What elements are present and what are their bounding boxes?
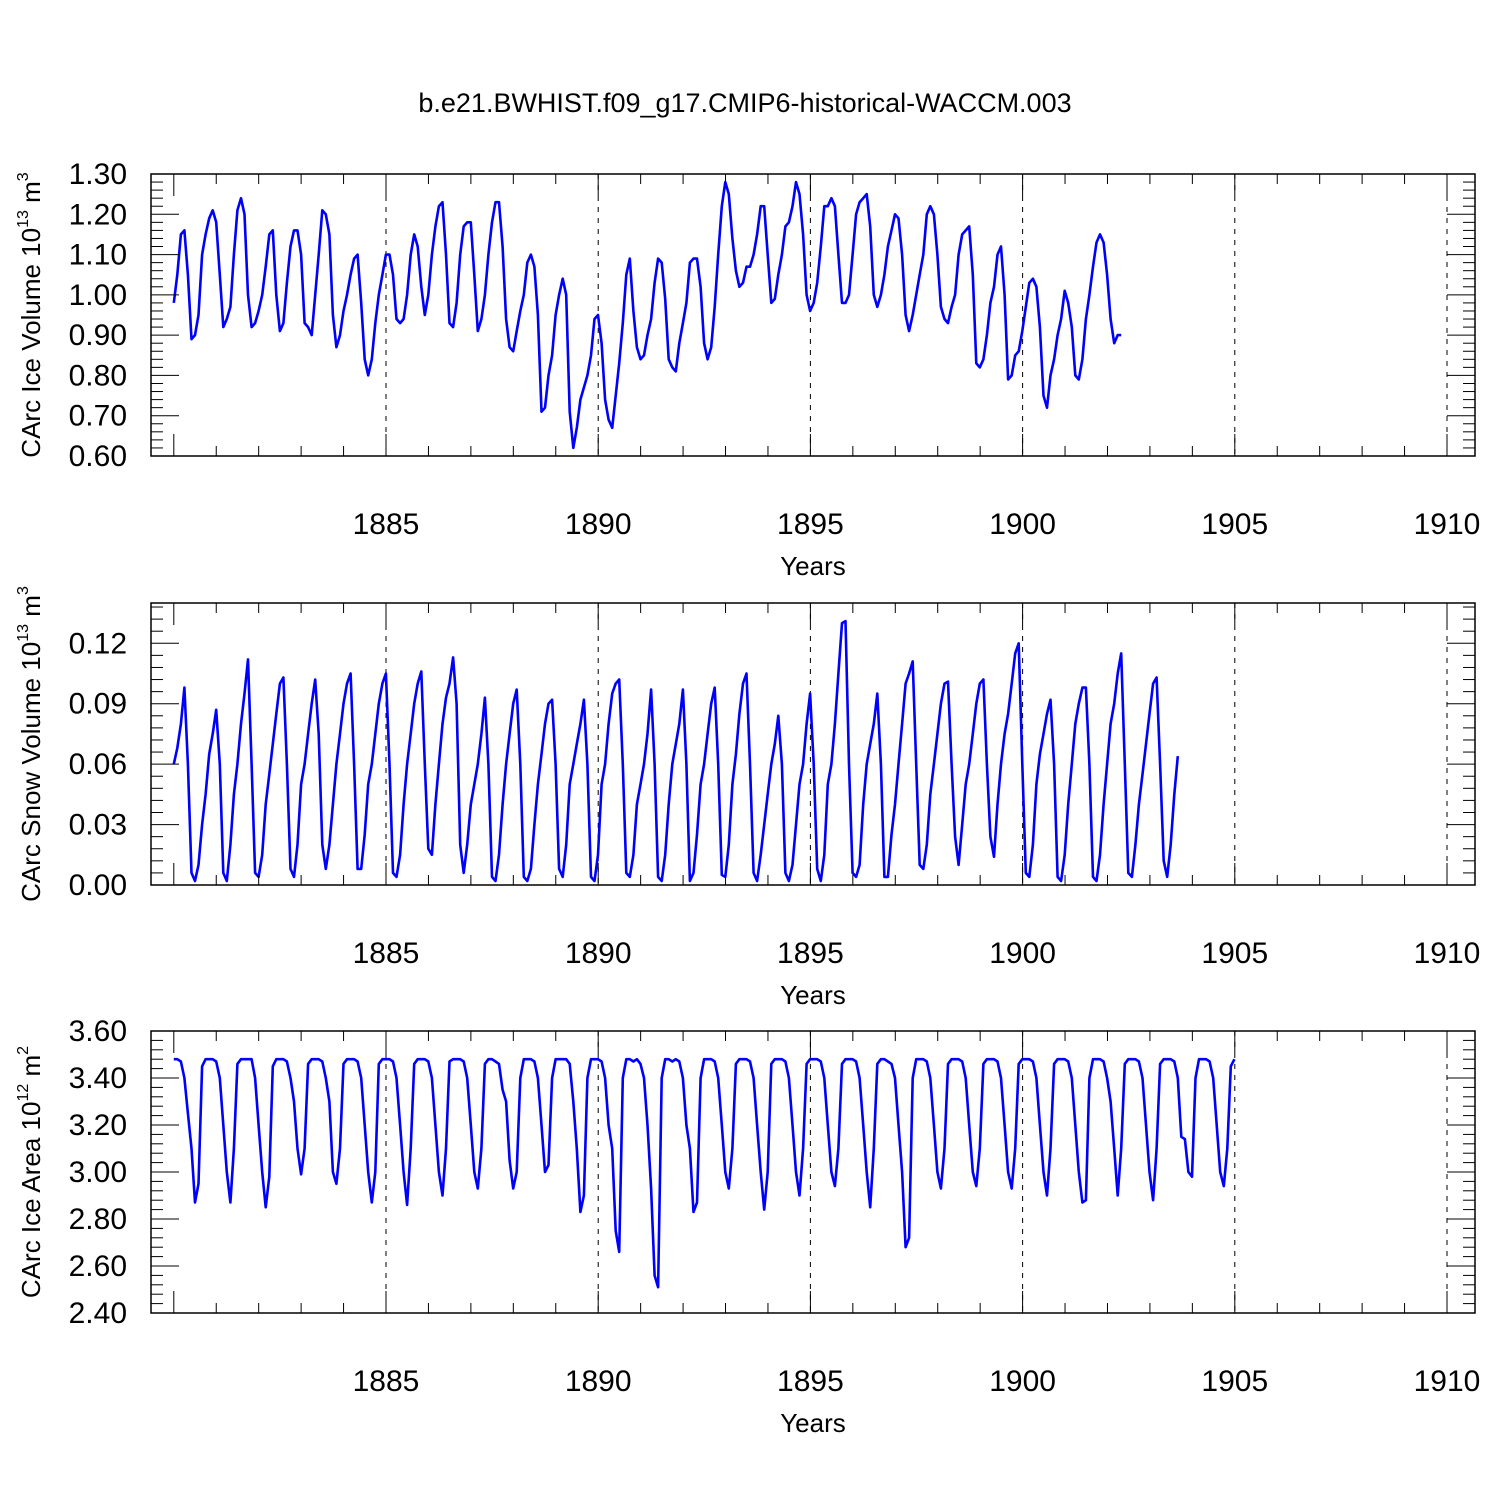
x-tick-label: 1910 (1414, 508, 1481, 541)
plot-frame (150, 1030, 1476, 1314)
x-tick-label: 1885 (353, 1365, 420, 1398)
x-tick-label: 1890 (565, 937, 632, 970)
chart-title: b.e21.BWHIST.f09_g17.CMIP6-historical-WA… (418, 88, 1071, 118)
x-tick-label: 1890 (565, 508, 632, 541)
y-tick-label: 0.60 (69, 440, 127, 473)
y-tick-label: 0.90 (69, 319, 127, 352)
panel-2: 0.00 0.03 0.06 0.09 0.12 1885 1890 1895 1900 1905… (15, 586, 1480, 1010)
y-axis-label: CArc Snow Volume 1013 m3 (15, 586, 46, 902)
x-tick-label: 1890 (565, 1365, 632, 1398)
series-line (172, 619, 1180, 883)
x-axis-label: Years (780, 1408, 846, 1438)
x-axis-label: Years (780, 980, 846, 1010)
y-tick-label: 0.06 (69, 748, 127, 781)
y-tick-label: 0.70 (69, 400, 127, 433)
x-tick-label: 1905 (1201, 937, 1268, 970)
x-axis-label: Years (780, 551, 846, 581)
y-tick-label: 0.03 (69, 809, 127, 842)
panel-3: 2.40 2.60 2.80 3.00 3.20 3.40 3.60 1885 1890 1895… (15, 1015, 1480, 1438)
y-axis-label: CArc Ice Volume 1013 m3 (15, 172, 46, 457)
series-line (172, 180, 1122, 450)
x-tick-label: 1910 (1414, 1365, 1481, 1398)
x-tick-label: 1905 (1201, 1365, 1268, 1398)
y-tick-label: 1.20 (69, 198, 127, 231)
y-tick-label: 0.80 (69, 359, 127, 392)
y-tick-label: 2.40 (69, 1297, 127, 1330)
y-tick-label: 3.20 (69, 1109, 127, 1142)
y-tick-label: 3.60 (69, 1015, 127, 1048)
y-tick-label: 1.10 (69, 239, 127, 272)
x-tick-label: 1905 (1201, 508, 1268, 541)
x-tick-label: 1900 (989, 937, 1056, 970)
panels: 0.60 0.70 0.80 0.90 1.00 1.10 1.20 1.30 1885 1890… (15, 158, 1480, 1438)
y-tick-label: 2.80 (69, 1203, 127, 1236)
series-line (173, 1057, 1236, 1289)
x-tick-label: 1900 (989, 1365, 1056, 1398)
y-tick-label: 0.00 (69, 869, 127, 902)
x-tick-label: 1895 (777, 508, 844, 541)
x-tick-label: 1885 (353, 937, 420, 970)
plot-frame (150, 602, 1476, 886)
plot-frame (150, 173, 1476, 457)
y-tick-label: 3.40 (69, 1062, 127, 1095)
y-tick-label: 0.09 (69, 688, 127, 721)
x-tick-label: 1900 (989, 508, 1056, 541)
y-tick-label: 3.00 (69, 1156, 127, 1189)
y-tick-label: 2.60 (69, 1250, 127, 1283)
x-tick-label: 1895 (777, 1365, 844, 1398)
y-tick-label: 0.12 (69, 627, 127, 660)
x-tick-label: 1895 (777, 937, 844, 970)
y-axis-label: CArc Ice Area 1012 m2 (15, 1046, 46, 1298)
x-tick-label: 1885 (353, 508, 420, 541)
x-tick-label: 1910 (1414, 937, 1481, 970)
panel-1: 0.60 0.70 0.80 0.90 1.00 1.10 1.20 1.30 1885 1890… (15, 158, 1480, 581)
y-tick-label: 1.00 (69, 279, 127, 312)
y-tick-label: 1.30 (69, 158, 127, 191)
